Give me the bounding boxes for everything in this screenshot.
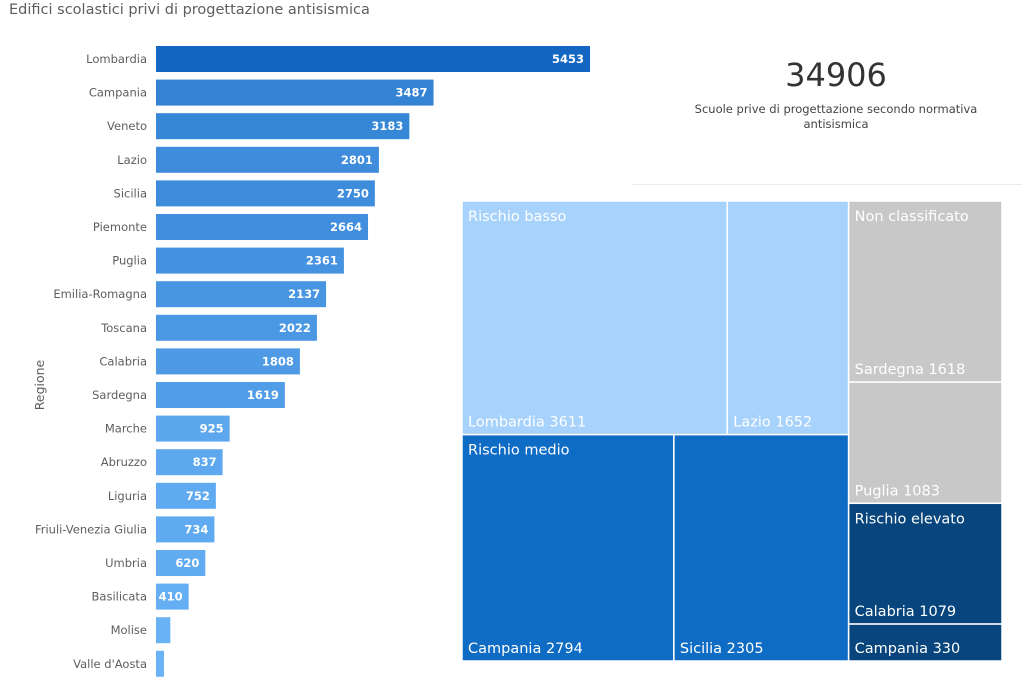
treemap-leaf-label: Puglia 1083: [855, 483, 940, 499]
treemap-tile[interactable]: [847, 623, 1003, 662]
bar[interactable]: [156, 281, 327, 308]
bar[interactable]: [156, 415, 230, 442]
treemap-leaf-label: Sicilia 2305: [680, 641, 764, 657]
kpi-card: 34906 Scuole prive di progettazione seco…: [632, 44, 1022, 185]
category-label: Calabria: [99, 354, 147, 368]
treemap-group-label: Rischio medio: [468, 443, 570, 459]
bar[interactable]: [156, 214, 369, 240]
bar[interactable]: [156, 382, 285, 408]
treemap-tile[interactable]: [726, 200, 850, 436]
category-label: Sicilia: [114, 186, 147, 200]
treemap-leaf-label: Campania 2794: [468, 641, 583, 657]
kpi-value: 34906: [785, 56, 887, 94]
category-label: Umbria: [105, 556, 147, 570]
chart-title: Edifici scolastici privi di progettazion…: [9, 2, 370, 18]
treemap-leaf-label: Calabria 1079: [855, 604, 957, 620]
treemap-leaf-label: Campania 330: [855, 641, 961, 657]
treemap-tile[interactable]: [847, 502, 1003, 625]
category-label: Valle d'Aosta: [73, 657, 147, 671]
category-label: Sardegna: [92, 388, 147, 402]
category-label: Molise: [111, 623, 147, 637]
bar[interactable]: [156, 617, 171, 644]
bar[interactable]: [156, 482, 216, 509]
category-label: Piemonte: [93, 220, 147, 234]
treemap-tile[interactable]: [847, 200, 1003, 383]
bar[interactable]: [156, 146, 379, 173]
bar[interactable]: [156, 113, 410, 140]
bar-value-label: 3183: [371, 119, 403, 133]
category-label: Marche: [105, 422, 147, 436]
bar[interactable]: [156, 583, 189, 610]
bar[interactable]: [156, 449, 223, 476]
category-label: Campania: [89, 86, 147, 100]
bar-value-label: 1619: [247, 388, 279, 402]
category-label: Friuli-Venezia Giulia: [35, 522, 147, 536]
bar-value-label: 2801: [341, 153, 373, 167]
treemap-tile[interactable]: [673, 433, 850, 662]
bar[interactable]: [156, 46, 590, 72]
category-label: Puglia: [112, 254, 147, 268]
bar[interactable]: [156, 550, 206, 576]
treemap-tile[interactable]: [461, 200, 729, 436]
bar-value-label: 410: [159, 590, 183, 604]
bar-value-label: 734: [184, 522, 208, 536]
bar[interactable]: [156, 516, 215, 543]
category-label: Liguria: [108, 489, 147, 503]
category-label: Emilia-Romagna: [53, 287, 147, 301]
treemap-tile[interactable]: [461, 433, 675, 662]
treemap-leaf-label: Lazio 1652: [733, 415, 812, 431]
treemap-leaf-label: Sardegna 1618: [855, 362, 966, 378]
category-label: Veneto: [107, 119, 147, 133]
treemap-leaf-label: Lombardia 3611: [468, 415, 586, 431]
bar-value-label: 2750: [337, 186, 369, 200]
bar-chart: Lombardia 5453 Campania 3487 Veneto 3183 Lazio…: [35, 46, 590, 677]
treemap-group-label: Rischio basso: [468, 209, 567, 225]
category-label: Lombardia: [86, 52, 147, 66]
category-label: Abruzzo: [101, 455, 147, 469]
treemap-group-label: Non classificato: [855, 209, 969, 225]
bar[interactable]: [156, 247, 344, 274]
category-label: Basilicata: [92, 590, 147, 604]
bar[interactable]: [156, 180, 375, 207]
treemap-group-label: Rischio elevato: [855, 511, 965, 527]
bar-value-label: 1808: [262, 354, 294, 368]
category-label: Toscana: [100, 321, 147, 335]
bar-value-label: 3487: [396, 86, 428, 100]
category-label: Lazio: [117, 153, 147, 167]
treemap-tile[interactable]: [847, 381, 1003, 505]
bar-value-label: 752: [186, 489, 210, 503]
bar-value-label: 925: [200, 422, 224, 436]
bar-value-label: 837: [193, 455, 217, 469]
bar[interactable]: [156, 348, 300, 375]
bar-value-label: 620: [175, 556, 199, 570]
bar[interactable]: [156, 650, 164, 677]
bar-value-label: 2664: [330, 220, 362, 234]
bar-value-label: 2361: [306, 254, 338, 268]
bar-value-label: 5453: [552, 52, 584, 66]
bar-value-label: 2022: [279, 321, 311, 335]
bar-value-label: 2137: [288, 287, 320, 301]
bar[interactable]: [156, 314, 317, 341]
kpi-caption: Scuole prive di progettazione secondo no…: [694, 102, 978, 131]
bar[interactable]: [156, 79, 434, 106]
